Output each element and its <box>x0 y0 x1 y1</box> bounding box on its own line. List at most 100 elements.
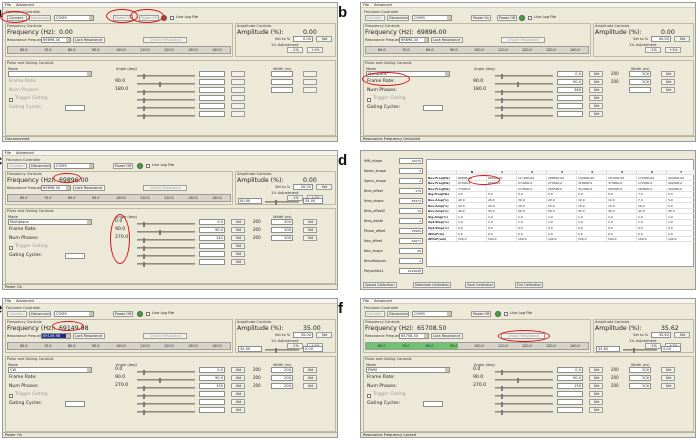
table-cell[interactable]: 1.0 <box>637 214 667 220</box>
table-cell[interactable]: 20.0 <box>487 203 517 209</box>
angle-set-button[interactable] <box>231 71 245 77</box>
angle-set-button[interactable] <box>231 103 245 109</box>
angle-input[interactable] <box>199 391 225 397</box>
table-cell[interactable]: 5.0 <box>667 198 695 204</box>
angle-slider-thumb[interactable] <box>143 262 145 267</box>
angle-slider-thumb[interactable] <box>143 402 145 407</box>
angle-slider[interactable] <box>137 98 195 103</box>
angle-slider[interactable] <box>137 386 195 391</box>
angle-input[interactable]: 90.0 <box>199 375 225 381</box>
disconnect-button[interactable]: Disconnect <box>29 311 51 317</box>
angle-slider[interactable] <box>137 74 195 79</box>
angle-slider-thumb[interactable] <box>143 74 145 79</box>
width-input[interactable]: 200 <box>271 227 293 233</box>
angle-slider[interactable] <box>495 114 553 119</box>
width-input[interactable]: 200 <box>629 367 651 373</box>
angle-set-button[interactable]: Set <box>231 391 245 397</box>
menu-item-file[interactable]: File <box>5 151 12 155</box>
mode-select[interactable]: PWM <box>366 367 450 373</box>
gating-cycles-input[interactable] <box>65 401 85 407</box>
table-cell[interactable]: 40.0 <box>457 209 487 215</box>
angle-slider-thumb[interactable] <box>501 402 503 407</box>
angle-slider-thumb[interactable] <box>159 230 161 235</box>
calibration-tab-3[interactable]: Save Calibration <box>465 282 496 288</box>
menu-item-advanced[interactable]: Advanced <box>374 3 392 7</box>
angle-input[interactable] <box>557 407 583 413</box>
amplitude-set-input[interactable]: 35.62 <box>651 332 671 338</box>
unlock-resonance-button[interactable]: Unlock Resonance <box>143 333 187 339</box>
angle-input[interactable] <box>557 111 583 117</box>
width-input[interactable]: 200 <box>271 375 293 381</box>
resonance-frequency-select[interactable]: 69896.00 <box>41 37 71 43</box>
angle-input[interactable] <box>557 103 583 109</box>
angle-input[interactable] <box>199 407 225 413</box>
table-cell[interactable]: 0.0 <box>547 226 577 232</box>
table-cell[interactable]: 25.0 <box>547 203 577 209</box>
angle-slider-thumb[interactable] <box>143 394 145 399</box>
table-cell[interactable]: ZPhsF(um) <box>427 237 457 243</box>
angle-slider-thumb[interactable] <box>143 246 145 251</box>
angle-slider[interactable] <box>495 74 553 79</box>
angle-input[interactable]: 90.0 <box>557 375 583 381</box>
angle-slider[interactable] <box>495 378 553 383</box>
angle-slider[interactable] <box>137 378 195 383</box>
angle-slider[interactable] <box>137 82 195 87</box>
table-cell[interactable]: 7.0 <box>637 198 667 204</box>
width-set-button[interactable]: Set <box>303 235 317 241</box>
width-set-button[interactable]: Set <box>303 367 317 373</box>
amplitude-set-button[interactable]: Set <box>316 184 332 190</box>
table-cell[interactable]: 0.0 <box>487 231 517 237</box>
com-port-select[interactable]: COM9 <box>54 15 94 21</box>
amplitude-set-button[interactable]: Set <box>316 36 332 42</box>
angle-slider[interactable] <box>495 386 553 391</box>
width-input[interactable]: 200 <box>271 367 293 373</box>
angle-set-button[interactable]: Set <box>589 391 603 397</box>
log-file-checkbox[interactable] <box>146 312 150 316</box>
table-cell[interactable]: 167900.00 <box>607 175 637 181</box>
angle-slider-thumb[interactable] <box>143 222 145 227</box>
amplitude-slider[interactable] <box>265 348 299 353</box>
angle-set-button[interactable]: Set <box>589 111 603 117</box>
table-cell[interactable]: 77000.0 <box>457 186 487 192</box>
width-set-button[interactable]: Set <box>303 219 317 225</box>
minus-1-button[interactable]: -1% <box>287 47 303 53</box>
resonance-frequency-select[interactable]: 69149.98 <box>41 333 71 339</box>
table-cell[interactable]: 100.0 <box>577 237 607 243</box>
angle-slider-thumb[interactable] <box>143 114 145 119</box>
table-cell[interactable]: 0.0 <box>637 226 667 232</box>
power-off-button[interactable]: Power Off <box>139 15 159 21</box>
angle-input[interactable] <box>199 399 225 405</box>
calibration-field-input[interactable]: 38 <box>399 248 423 254</box>
table-cell[interactable]: 318000.0 <box>577 181 607 187</box>
unlock-resonance-button[interactable]: Unlock Resonance <box>143 37 187 43</box>
table-cell[interactable]: 1.0 <box>487 220 517 226</box>
table-cell[interactable]: 1.0 <box>607 220 637 226</box>
log-file-checkbox[interactable] <box>170 16 174 20</box>
table-cell[interactable]: 7.0 <box>637 192 667 198</box>
angle-slider-thumb[interactable] <box>501 394 503 399</box>
width-set-button[interactable] <box>303 71 317 77</box>
power-on-button[interactable]: Power Off <box>471 311 491 317</box>
angle-slider-thumb[interactable] <box>517 378 519 383</box>
width-input[interactable]: 200 <box>629 79 651 85</box>
width-set-button[interactable]: Set <box>661 375 675 381</box>
table-cell[interactable]: 4.0 <box>457 192 487 198</box>
angle-slider-thumb[interactable] <box>501 74 503 79</box>
angle-input[interactable]: 142 <box>199 235 225 241</box>
amplitude-set-input[interactable]: 0.00 <box>293 36 313 42</box>
amplitude-slider-thumb[interactable] <box>275 200 277 205</box>
angle-slider[interactable] <box>137 230 195 235</box>
angle-slider-thumb[interactable] <box>143 386 145 391</box>
table-cell[interactable]: 16.0 <box>637 203 667 209</box>
angle-slider[interactable] <box>495 410 553 415</box>
table-cell[interactable]: 45.0 <box>667 209 695 215</box>
table-cell[interactable]: 0.0 <box>457 226 487 232</box>
calibration-tab-4[interactable]: Exit Calibration <box>515 282 544 288</box>
table-cell[interactable]: 0.0 <box>607 231 637 237</box>
table-cell[interactable]: 5.0 <box>577 192 607 198</box>
angle-input[interactable] <box>199 71 225 77</box>
power-on-button[interactable]: Power On <box>113 15 133 21</box>
angle-slider[interactable] <box>495 82 553 87</box>
table-cell[interactable]: 1.0 <box>637 220 667 226</box>
angle-set-button[interactable]: Set <box>231 227 245 233</box>
